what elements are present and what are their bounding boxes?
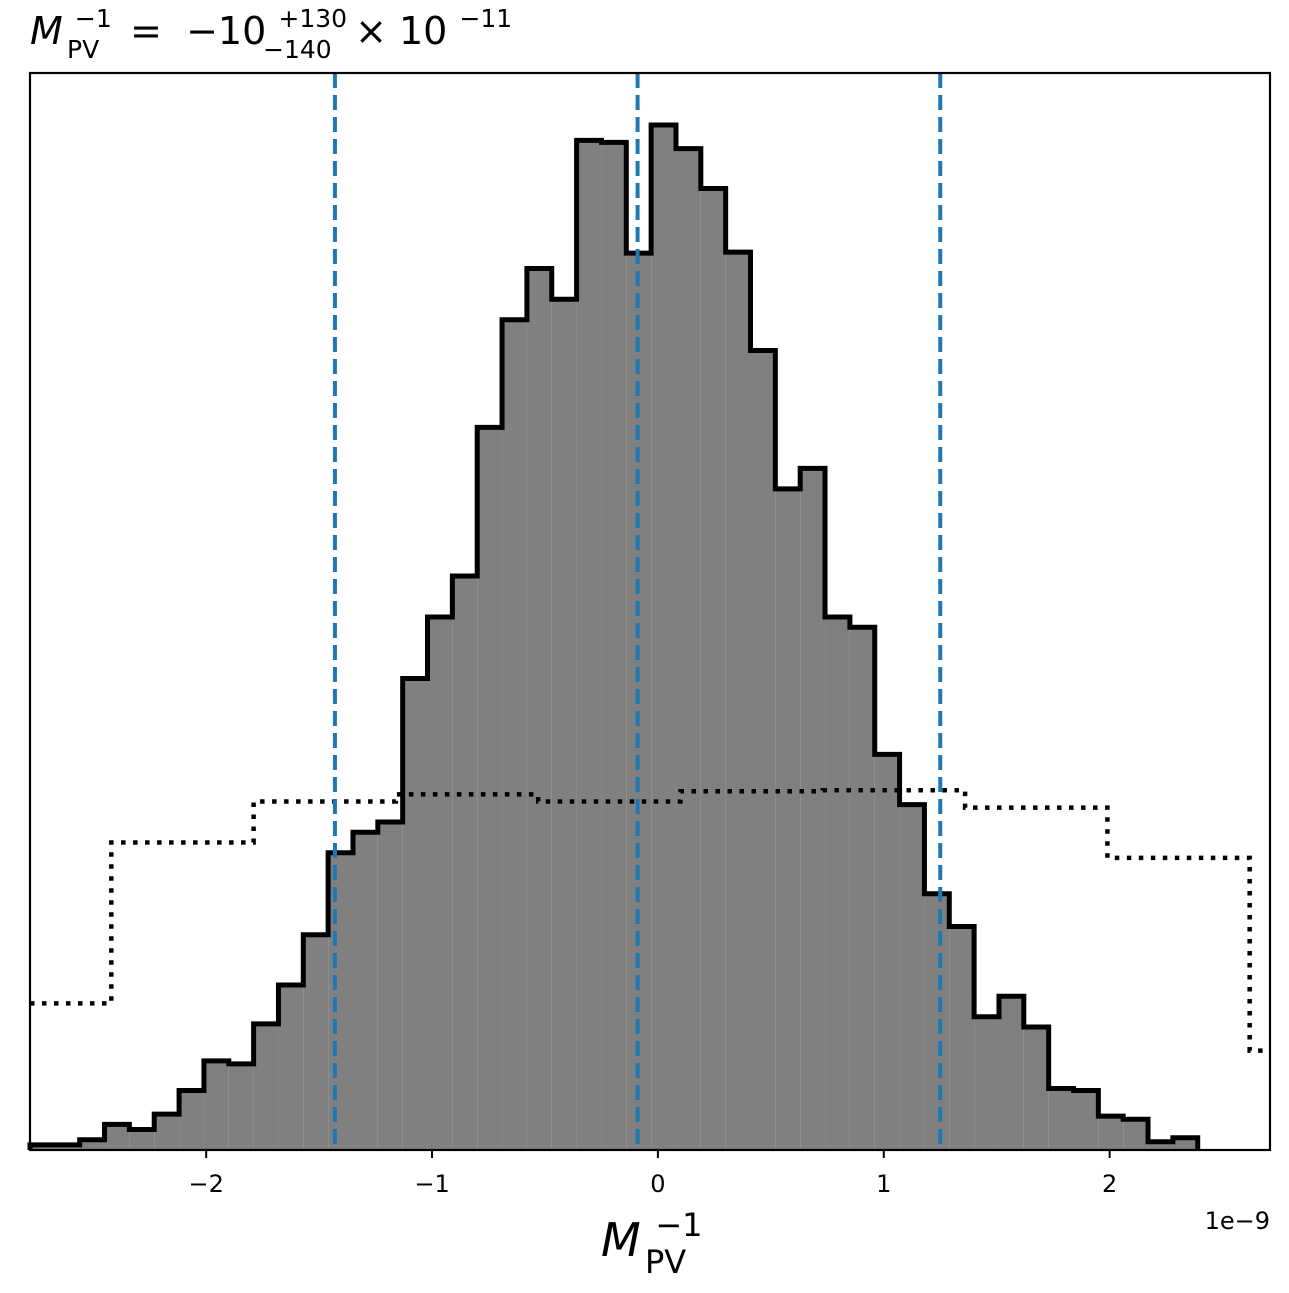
title-lhs-base: M	[30, 9, 63, 53]
posterior-bar	[104, 1124, 130, 1150]
title-equals: =	[118, 9, 174, 53]
posterior-bar	[551, 299, 577, 1150]
posterior-bar	[402, 678, 428, 1150]
posterior-bar	[1098, 1116, 1124, 1150]
posterior-bar	[154, 1114, 180, 1150]
x-axis-label: M −1 PV	[601, 1193, 717, 1281]
posterior-bar	[849, 627, 875, 1150]
posterior-bar	[303, 934, 329, 1150]
x-tick-label: 1	[876, 1170, 891, 1198]
chart-title: M −1 PV = −10 +130 −140 × 10 −11	[30, 0, 512, 67]
posterior-bar	[1023, 1027, 1049, 1150]
posterior-bar	[1172, 1137, 1198, 1150]
posterior-bar	[1148, 1141, 1173, 1150]
posterior-bar	[700, 188, 726, 1151]
posterior-bar	[949, 926, 975, 1150]
posterior-bar	[576, 140, 602, 1150]
posterior-bar	[502, 319, 527, 1150]
posterior-bar	[278, 984, 304, 1150]
xlabel-sup: −1	[655, 1206, 702, 1244]
title-exponent: −11	[459, 4, 512, 33]
plot-frame	[28, 71, 1272, 1152]
posterior-bar	[974, 1016, 999, 1150]
x-tick-label: 2	[1102, 1170, 1117, 1198]
posterior-bar	[526, 268, 552, 1150]
title-times: × 10	[343, 9, 447, 53]
title-lhs-sub: PV	[67, 35, 99, 64]
credible-interval-lines	[332, 73, 943, 1150]
posterior-bar	[651, 125, 676, 1150]
posterior-bar	[477, 427, 503, 1150]
posterior-bar	[1123, 1119, 1149, 1150]
posterior-bar	[228, 1063, 254, 1150]
posterior-bar	[129, 1129, 155, 1150]
posterior-bar	[452, 576, 478, 1150]
posterior-bar	[1048, 1088, 1074, 1150]
posterior-bar	[924, 893, 950, 1150]
posterior-bar	[998, 996, 1024, 1150]
title-value: −10	[186, 9, 266, 53]
posterior-bar	[352, 832, 378, 1150]
posterior-bar	[899, 804, 925, 1150]
posterior-bar	[79, 1139, 105, 1150]
posterior-bar	[750, 350, 776, 1150]
posterior-bar	[800, 468, 826, 1150]
posterior-bar	[725, 252, 751, 1151]
posterior-histogram	[27, 122, 1201, 1151]
posterior-bar	[427, 617, 453, 1150]
posterior-bar	[203, 1060, 229, 1150]
posterior-outline	[27, 122, 1201, 1150]
posterior-bar	[328, 852, 353, 1150]
posterior-bar	[179, 1090, 204, 1150]
posterior-bar	[30, 1144, 80, 1150]
x-tick-label: −2	[188, 1170, 223, 1198]
posterior-bar	[675, 148, 701, 1150]
x-tick-label: 0	[650, 1170, 665, 1198]
posterior-bar	[874, 754, 900, 1150]
posterior-bar	[775, 488, 801, 1150]
title-lhs-sup: −1	[75, 4, 112, 33]
title-lower: −140	[263, 35, 332, 64]
posterior-bar	[601, 142, 627, 1151]
xlabel-sub: PV	[645, 1243, 686, 1281]
posterior-bar	[1073, 1090, 1099, 1150]
posterior-bar	[377, 822, 403, 1150]
x-offset-text: 1e−9	[1205, 1207, 1270, 1235]
posterior-bar	[825, 617, 850, 1150]
xlabel-base: M	[601, 1213, 641, 1267]
x-axis-ticks: −2 −1 0 1 2	[188, 1150, 1117, 1198]
x-tick-label: −1	[414, 1170, 449, 1198]
title-upper: +130	[278, 4, 347, 33]
posterior-bar	[253, 1023, 279, 1150]
